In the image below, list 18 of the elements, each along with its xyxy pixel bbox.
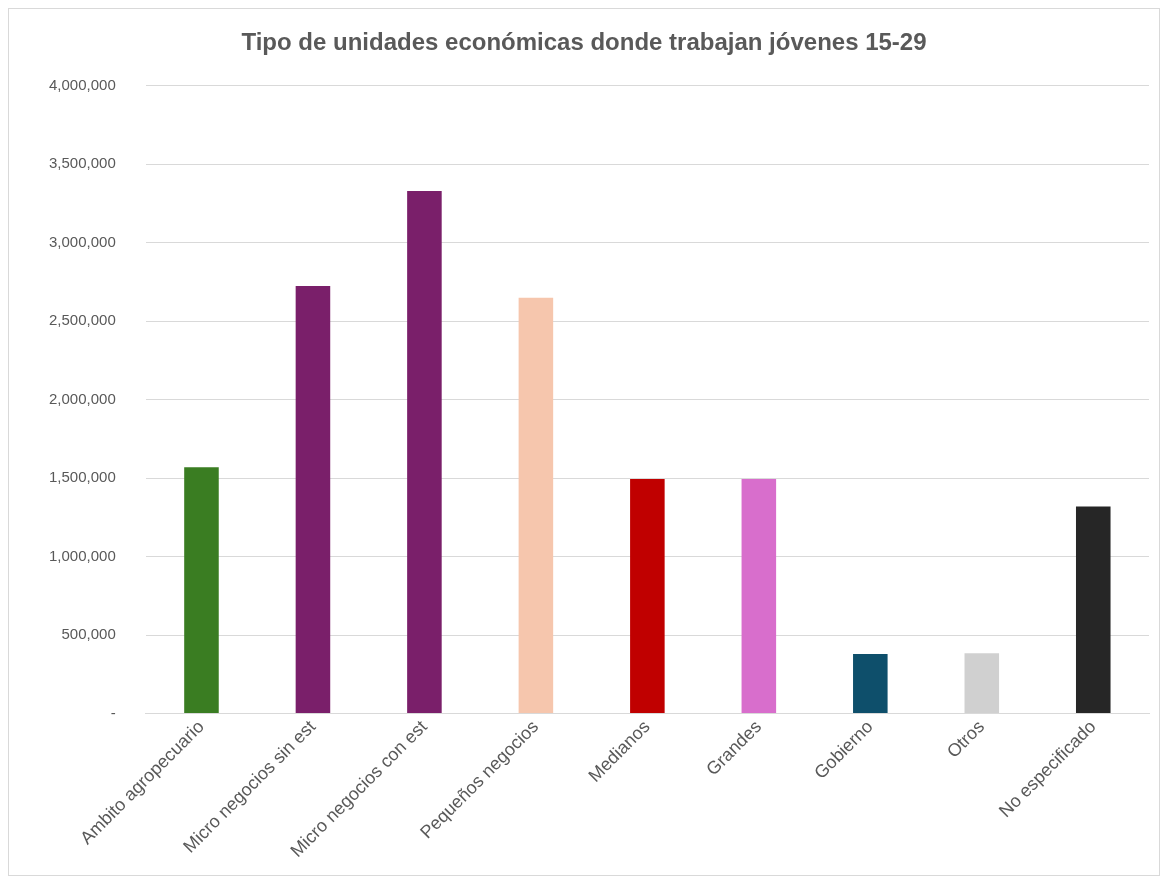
y-tick-label: 1,500,000 bbox=[49, 468, 116, 486]
y-tick-label: 4,000,000 bbox=[49, 75, 116, 93]
y-tick-label: 3,000,000 bbox=[49, 232, 116, 250]
bar bbox=[407, 190, 442, 714]
bar bbox=[853, 653, 888, 714]
bar bbox=[741, 478, 777, 714]
bar bbox=[1075, 506, 1111, 714]
bar bbox=[518, 297, 554, 714]
y-tick-label: 500,000 bbox=[61, 625, 116, 643]
y-tick-label: 1,000,000 bbox=[49, 546, 116, 564]
y-tick-label: - bbox=[110, 703, 116, 721]
bar bbox=[630, 478, 665, 714]
y-tick-label: 3,500,000 bbox=[49, 154, 116, 172]
chart-title: Tipo de unidades económicas donde trabajan jóvenes 15-29 bbox=[241, 28, 927, 56]
y-tick-label: 2,500,000 bbox=[49, 311, 116, 329]
y-tick-label: 2,000,000 bbox=[49, 389, 116, 407]
bar bbox=[295, 285, 331, 714]
bar bbox=[184, 467, 219, 714]
